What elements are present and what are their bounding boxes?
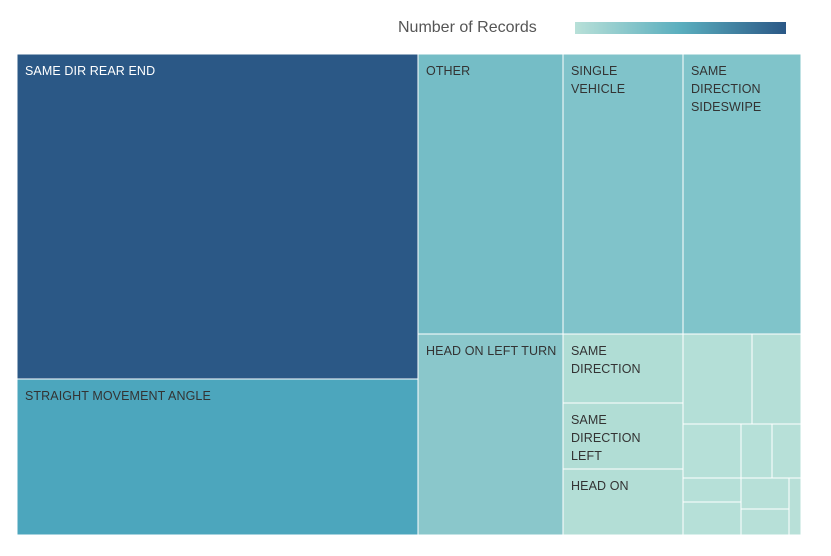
treemap-tile-rect[interactable]: [562, 402, 684, 470]
treemap-tile[interactable]: SAME DIRECTION SIDESWIPE: [682, 53, 802, 335]
treemap-tile-rect[interactable]: [682, 477, 742, 503]
treemap-tile[interactable]: [682, 477, 742, 503]
treemap-tile[interactable]: [682, 501, 742, 536]
treemap-tile[interactable]: OTHER: [417, 53, 564, 335]
treemap-tile[interactable]: SAME DIRECTION: [562, 333, 684, 404]
treemap-tile[interactable]: STRAIGHT MOVEMENT ANGLE: [16, 378, 419, 536]
treemap-tile-rect[interactable]: [417, 333, 564, 536]
treemap-tile-label: HEAD ON: [571, 479, 629, 493]
treemap-tile-label: SAME DIR REAR END: [25, 64, 155, 78]
treemap-tile-label: SAME DIRECTION LEFT: [571, 413, 641, 463]
treemap-tile-rect[interactable]: [751, 333, 802, 425]
treemap-tile[interactable]: [740, 508, 790, 536]
treemap-tile-label: STRAIGHT MOVEMENT ANGLE: [25, 389, 211, 403]
treemap-tile[interactable]: [771, 423, 802, 479]
treemap-tile-rect[interactable]: [682, 53, 802, 335]
treemap-tile-rect[interactable]: [740, 477, 790, 510]
treemap-tile-label: OTHER: [426, 64, 470, 78]
treemap-tile-rect[interactable]: [740, 423, 773, 479]
treemap-tile-rect[interactable]: [562, 333, 684, 404]
treemap-tile-rect[interactable]: [740, 508, 790, 536]
treemap-tile[interactable]: HEAD ON LEFT TURN: [417, 333, 564, 536]
treemap-tile[interactable]: [788, 477, 802, 536]
treemap-tile-label: SAME DIRECTION SIDESWIPE: [691, 64, 761, 114]
treemap-tile[interactable]: [682, 423, 742, 479]
legend-title: Number of Records: [398, 19, 537, 36]
treemap-tile[interactable]: SINGLE VEHICLE: [562, 53, 684, 335]
treemap-tile[interactable]: [740, 477, 790, 510]
treemap-tile[interactable]: [751, 333, 802, 425]
treemap-tile-rect[interactable]: [562, 53, 684, 335]
treemap-tile-rect[interactable]: [771, 423, 802, 479]
treemap-tile[interactable]: SAME DIR REAR END: [16, 53, 419, 380]
treemap-tile[interactable]: SAME DIRECTION LEFT: [562, 402, 684, 470]
treemap-tile-rect[interactable]: [682, 423, 742, 479]
treemap-tile-rect[interactable]: [788, 477, 802, 536]
treemap-tile-label: SAME DIRECTION: [571, 344, 641, 376]
treemap-tile-rect[interactable]: [16, 378, 419, 536]
treemap-tile-rect[interactable]: [417, 53, 564, 335]
treemap-tile-label: SINGLE VEHICLE: [571, 64, 625, 96]
treemap-tile-label: HEAD ON LEFT TURN: [426, 344, 556, 358]
treemap-tile-rect[interactable]: [16, 53, 419, 380]
color-legend: Number of Records: [398, 16, 786, 40]
treemap-tile[interactable]: HEAD ON: [562, 468, 684, 536]
treemap-tile-rect[interactable]: [682, 501, 742, 536]
treemap-tile[interactable]: [740, 423, 773, 479]
treemap-tile[interactable]: [682, 333, 753, 425]
legend-gradient-bar: [575, 22, 786, 34]
treemap-tile-rect[interactable]: [682, 333, 753, 425]
